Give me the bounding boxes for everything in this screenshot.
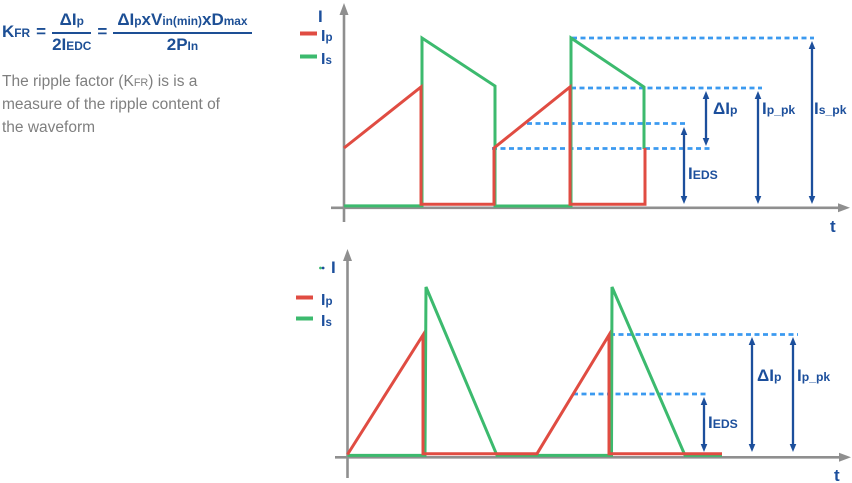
arrowhead-down-icon (702, 138, 710, 146)
waveform-is (347, 286, 722, 457)
arrowhead-down-icon (789, 444, 797, 452)
arrowhead-up-icon (680, 127, 688, 135)
waveform-ip (343, 83, 647, 206)
formula-segment: ΔI (59, 10, 77, 29)
measure-arrow-delta-ip (702, 91, 710, 146)
formula-k: K (2, 22, 15, 42)
arrowhead-up-icon (789, 337, 797, 345)
ccm-trapezoidal-chart: It Ip Is ΔIp IEDS Ip_pk Is_pk (300, 3, 850, 236)
formula-k-subscript: FR (14, 26, 31, 41)
legend-label-is: Is (321, 313, 332, 330)
legend-label-ip: Ip (321, 292, 332, 309)
measure-arrow-is-pk (808, 41, 816, 204)
description-line: the waveform (2, 119, 96, 136)
dcm-triangular-chart: It Ip Is ΔIp Ip_pk IEDS (296, 249, 851, 483)
formula-segment: 2P (166, 34, 188, 54)
formula-segment: D (211, 10, 224, 29)
description-line: measure of the ripple content of (2, 96, 220, 113)
y-axis-arrowhead-icon (343, 249, 352, 261)
description-text: The ripple factor (K (2, 73, 134, 90)
arrowhead-up-icon (700, 397, 708, 405)
arrowhead-down-icon (680, 196, 688, 204)
formula-subscript: p (134, 14, 142, 28)
multiplication-x: x (141, 10, 151, 29)
ripple-factor-description: The ripple factor (KFR) is is a measure … (2, 70, 257, 139)
formula-subscript: max (223, 14, 248, 28)
annotation-label-is-pk: Is_pk (814, 99, 847, 118)
description-subscript: FR (133, 77, 149, 89)
waveform-ip (346, 329, 722, 456)
description-text: ) is is a (148, 73, 198, 90)
multiplication-x: x (201, 10, 212, 29)
formula-segment: ΔI (117, 10, 135, 29)
formula-segment: 2I (52, 34, 67, 54)
arrowhead-up-icon (702, 91, 710, 99)
equals-sign: = (36, 22, 47, 42)
formula-kfr-symbol: KFR (2, 22, 31, 42)
arrowhead-up-icon (748, 337, 756, 345)
legend-label-is: Is (321, 51, 332, 68)
stray-dot (319, 266, 322, 270)
measure-arrow-ip-pk (789, 337, 797, 452)
measure-arrow-delta-ip (748, 337, 756, 452)
arrowhead-down-icon (808, 196, 816, 204)
arrowhead-down-icon (754, 196, 762, 204)
equals-sign: = (97, 22, 108, 42)
annotation-label-ieds: IEDS (708, 413, 738, 432)
fraction-deltaip-over-2iedc: ΔIp 2IEDC (52, 10, 92, 55)
stray-dot (321, 266, 325, 270)
fraction-denominator: 2PIn (113, 34, 251, 55)
annotation-label-ieds: IEDS (688, 164, 718, 183)
x-axis-arrowhead-icon (838, 203, 850, 213)
measure-arrow-ieds (680, 127, 688, 204)
annotation-label-ip-pk: Ip_pk (762, 99, 795, 118)
arrowhead-down-icon (700, 444, 708, 452)
x-axis-label: t (834, 466, 840, 483)
measure-arrow-ip-pk (754, 91, 762, 204)
legend-label-ip: Ip (321, 28, 332, 45)
ripple-factor-formula: KFR = ΔIp 2IEDC = ΔIpxVin(min)xDmax 2PIn (2, 10, 252, 55)
formula-subscript: EDC (66, 38, 92, 53)
formula-segment: V (151, 10, 163, 29)
y-axis-label: I (331, 258, 336, 277)
annotation-label-delta-ip: ΔIp (713, 99, 737, 118)
description-line: The ripple factor (KFR) is is a (2, 70, 257, 93)
x-axis-arrowhead-icon (839, 452, 851, 462)
fraction-numerator: ΔIpxVin(min)xDmax (113, 10, 252, 34)
annotation-label-delta-ip: ΔIp (757, 366, 781, 385)
arrowhead-down-icon (748, 444, 756, 452)
fraction-denominator: 2IEDC (52, 34, 91, 55)
fraction-expanded-expression: ΔIpxVin(min)xDmax 2PIn (113, 10, 252, 55)
measure-arrow-ieds (700, 397, 708, 452)
formula-subscript: In (187, 38, 199, 53)
arrowhead-up-icon (754, 91, 762, 99)
x-axis-label: t (830, 217, 836, 236)
fraction-numerator: ΔIp (52, 10, 92, 34)
y-axis-label: I (318, 7, 323, 26)
annotation-label-ip-pk: Ip_pk (797, 366, 830, 385)
arrowhead-up-icon (808, 41, 816, 49)
formula-subscript: in(min) (162, 14, 202, 28)
formula-subscript: p (76, 14, 84, 28)
y-axis-arrowhead-icon (339, 3, 349, 15)
